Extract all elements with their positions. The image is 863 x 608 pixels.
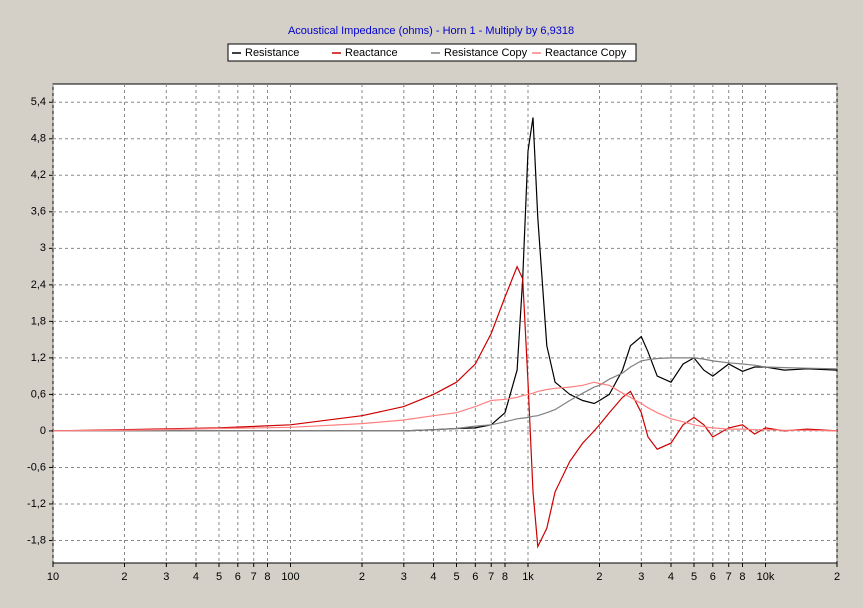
y-tick-label: 1,2 [31, 352, 46, 364]
x-tick-label: 3 [401, 571, 407, 583]
x-tick-label: 2 [359, 571, 365, 583]
x-tick-label: 8 [264, 571, 270, 583]
x-tick-label: 6 [235, 571, 241, 583]
x-tick-label: 3 [163, 571, 169, 583]
y-tick-label: 1,8 [31, 315, 46, 327]
x-tick-label: 2 [834, 571, 840, 583]
series-line [53, 357, 838, 432]
x-tick-label: 8 [739, 571, 745, 583]
x-tick-label: 2 [121, 571, 127, 583]
legend-label: Resistance [245, 47, 299, 59]
x-tick-label: 10k [757, 571, 775, 583]
y-tick-label: 0,6 [31, 388, 46, 400]
x-tick-label: 10 [47, 571, 59, 583]
legend-label: Resistance Copy [444, 47, 528, 59]
x-tick-label: 8 [502, 571, 508, 583]
y-tick-label: 2,4 [31, 279, 46, 291]
y-tick-label: -1,8 [27, 534, 46, 546]
x-tick-label: 7 [726, 571, 732, 583]
legend-label: Reactance [345, 47, 398, 59]
series-line [52, 381, 838, 432]
x-tick-label: 100 [281, 571, 299, 583]
y-tick-label: 3,6 [31, 206, 46, 218]
x-tick-label: 4 [193, 571, 199, 583]
legend-label: Reactance Copy [545, 47, 627, 59]
y-tick-label: 3 [40, 242, 46, 254]
x-tick-label: 5 [453, 571, 459, 583]
series-line [52, 265, 838, 549]
y-tick-label: 4,2 [31, 169, 46, 181]
x-tick-label: 2 [596, 571, 602, 583]
chart-title: Acoustical Impedance (ohms) - Horn 1 - M… [288, 25, 574, 37]
plot-area [52, 83, 838, 564]
x-tick-label: 4 [668, 571, 674, 583]
y-tick-label: 0 [40, 425, 46, 437]
x-tick-label: 6 [472, 571, 478, 583]
y-tick-label: 5,4 [31, 96, 46, 108]
x-tick-label: 3 [638, 571, 644, 583]
x-tick-label: 1k [522, 571, 534, 583]
x-tick-label: 5 [216, 571, 222, 583]
y-tick-label: -0,6 [27, 461, 46, 473]
x-tick-label: 6 [710, 571, 716, 583]
x-tick-label: 7 [251, 571, 257, 583]
x-tick-label: 4 [430, 571, 436, 583]
x-tick-label: 5 [691, 571, 697, 583]
y-tick-label: 4,8 [31, 133, 46, 145]
x-tick-label: 7 [488, 571, 494, 583]
y-tick-label: -1,2 [27, 498, 46, 510]
